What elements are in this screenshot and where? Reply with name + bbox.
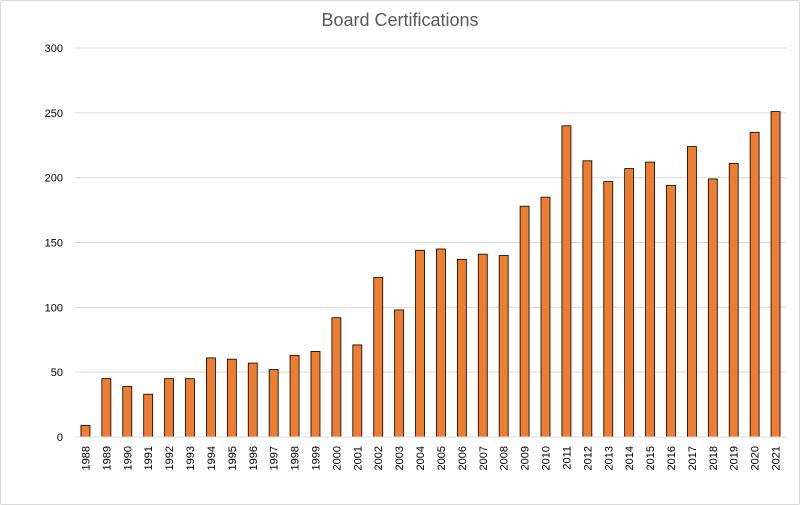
bar-1994 [206, 357, 216, 438]
x-tick-label: 1990 [122, 446, 134, 470]
y-tick-label: 150 [45, 238, 63, 250]
bar-2021 [770, 111, 781, 438]
x-tick-label: 2012 [582, 446, 594, 470]
x-tick-label: 1994 [206, 446, 218, 470]
y-tick-label: 250 [45, 108, 63, 120]
x-tick-label: 2006 [457, 446, 469, 470]
bar-2010 [540, 196, 551, 438]
bar-2015 [645, 161, 655, 438]
x-tick-label: 2002 [373, 446, 385, 470]
x-tick-label: 2013 [603, 446, 615, 470]
bar-2004 [415, 249, 425, 438]
x-tick-label: 1999 [310, 446, 322, 470]
bar-2011 [561, 125, 572, 438]
x-tick-label: 1992 [164, 446, 176, 470]
x-tick-label: 1997 [269, 446, 281, 470]
x-tick-label: 2004 [415, 446, 427, 470]
x-tick-label: 2014 [624, 446, 636, 470]
bar-2018 [707, 178, 718, 438]
x-tick-label: 1988 [80, 446, 92, 470]
bar-1995 [226, 358, 237, 438]
x-tick-label: 2015 [645, 446, 657, 470]
x-tick-label: 2021 [771, 446, 783, 470]
x-tick-label: 1995 [227, 446, 239, 470]
bar-2000 [331, 317, 342, 438]
y-tick-label: 100 [45, 302, 63, 314]
x-tick-label: 1996 [248, 446, 260, 470]
bar-1999 [310, 351, 321, 438]
x-tick-label: 1998 [290, 446, 302, 470]
bar-1991 [143, 393, 154, 438]
bar-2013 [603, 181, 614, 438]
bar-2016 [666, 185, 676, 438]
bar-1996 [247, 362, 258, 438]
x-tick-label: 2017 [687, 446, 699, 470]
bar-2005 [436, 248, 446, 438]
bar-2007 [477, 253, 488, 438]
x-axis-ticks: 1988 1989 1990 1991 1992 1993 1994 1995 1996 1997… [80, 446, 782, 470]
x-tick-label: 2016 [666, 446, 678, 470]
bar-1990 [122, 386, 133, 438]
y-axis-ticks: 0 50 100 150 200 250 300 [45, 43, 63, 444]
bar-2006 [456, 258, 467, 438]
x-tick-label: 2007 [478, 446, 490, 470]
chart-title: Board Certifications [321, 10, 479, 30]
x-tick-label: 2019 [729, 446, 741, 470]
bar-2008 [498, 255, 509, 438]
gridlines [75, 47, 786, 373]
x-tick-label: 2018 [708, 446, 720, 470]
x-tick-label: 2011 [561, 446, 573, 470]
x-tick-label: 2008 [499, 446, 511, 470]
bar-1989 [101, 378, 112, 438]
x-tick-label: 2000 [331, 446, 343, 470]
bar-2017 [686, 146, 697, 438]
bar-2019 [728, 163, 739, 438]
bar-1992 [164, 378, 175, 438]
bar-2001 [352, 344, 363, 438]
x-tick-label: 2003 [394, 446, 406, 470]
x-tick-label: 1991 [143, 446, 155, 470]
x-tick-label: 1989 [101, 446, 113, 470]
bar-1988 [80, 424, 91, 438]
y-tick-label: 200 [45, 173, 63, 185]
y-tick-label: 300 [45, 43, 63, 55]
bar-2002 [373, 277, 384, 438]
x-tick-label: 2010 [541, 446, 553, 470]
bar-1997 [268, 369, 279, 438]
bar-1993 [185, 378, 195, 438]
bar-1998 [289, 354, 300, 438]
bar-2003 [394, 309, 405, 438]
y-tick-label: 50 [51, 367, 63, 379]
bars [80, 111, 781, 438]
bar-2020 [749, 131, 760, 438]
y-tick-label: 0 [57, 432, 63, 444]
x-tick-label: 1993 [185, 446, 197, 470]
bar-2014 [624, 168, 635, 438]
x-tick-label: 2001 [352, 446, 364, 470]
x-tick-label: 2009 [520, 446, 532, 470]
x-tick-label: 2020 [750, 446, 762, 470]
x-tick-label: 2005 [436, 446, 448, 470]
bar-2009 [519, 205, 530, 438]
bar-2012 [582, 160, 593, 438]
